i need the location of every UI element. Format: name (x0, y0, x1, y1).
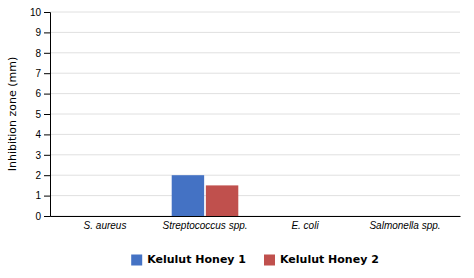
grid-line (50, 195, 460, 196)
y-tick-label: 0 (35, 211, 41, 222)
grid (50, 12, 460, 216)
y-tick-mark (44, 53, 50, 54)
y-tick: 6 (35, 88, 50, 99)
legend-label: Kelulut Honey 2 (280, 253, 379, 266)
x-tick: E. coli (291, 220, 319, 231)
x-tick-label: Salmonella spp. (369, 220, 440, 231)
y-tick: 7 (35, 68, 50, 79)
y-tick: 5 (35, 109, 50, 120)
y-axis: 0 1 2 3 4 5 6 7 8 9 10 (30, 7, 51, 222)
y-tick-mark (44, 94, 50, 95)
legend-swatch (264, 255, 275, 266)
bar-series (206, 185, 238, 216)
y-tick-mark (44, 134, 50, 135)
bar (272, 216, 304, 217)
x-tick-label: E. coli (291, 220, 319, 231)
legend-swatch (131, 255, 142, 266)
x-tick-label: Streptococcus spp. (162, 220, 247, 231)
y-tick-label: 4 (35, 129, 41, 140)
y-tick-label: 6 (35, 88, 41, 99)
y-tick: 0 (35, 211, 50, 222)
legend-label: Kelulut Honey 1 (147, 253, 246, 266)
grid-line (50, 114, 460, 115)
x-axis-line (51, 216, 461, 217)
bar (206, 185, 238, 216)
y-tick-mark (44, 114, 50, 115)
y-tick: 1 (35, 190, 50, 201)
y-tick: 3 (35, 150, 50, 161)
y-tick-mark (44, 175, 50, 176)
x-axis: S. aureus Streptococcus spp. E. coli Salmon… (51, 217, 461, 232)
y-axis-title: Inhibition zone (mm) (6, 57, 19, 172)
y-tick-mark (44, 12, 50, 13)
y-tick-mark (44, 216, 50, 217)
y-tick-label: 3 (35, 150, 41, 161)
y-tick: 4 (35, 129, 50, 140)
legend-item: Kelulut Honey 2 (264, 253, 379, 266)
y-tick-mark (44, 73, 50, 74)
y-tick-mark (44, 196, 50, 197)
y-tick-label: 10 (30, 7, 42, 18)
y-tick-label: 2 (35, 170, 41, 181)
bar (372, 216, 404, 217)
bar (306, 216, 338, 217)
grid-line (50, 175, 460, 176)
grid-line (50, 93, 460, 94)
y-tick-label: 9 (35, 27, 41, 38)
bar (106, 216, 138, 217)
y-tick-label: 7 (35, 68, 41, 79)
bar (172, 175, 204, 216)
x-tick: S. aureus (84, 220, 127, 231)
y-tick-label: 5 (35, 109, 41, 120)
grid-line (50, 216, 460, 217)
bar (72, 216, 104, 217)
y-tick-label: 1 (35, 190, 41, 201)
grid-line (50, 134, 460, 135)
bar-series (172, 175, 204, 216)
chart: 0 1 2 3 4 5 6 7 8 9 10 S. aureus Streptococcus spp. E… (0, 0, 474, 278)
grid-line (50, 154, 460, 155)
y-tick: 9 (35, 27, 50, 38)
grid-line (50, 73, 460, 74)
y-tick-label: 8 (35, 48, 41, 59)
bar (406, 216, 438, 217)
bars (172, 175, 239, 216)
y-tick: 2 (35, 170, 50, 181)
grid-line (50, 52, 460, 53)
legend-item: Kelulut Honey 1 (131, 253, 246, 266)
grid-line (50, 12, 460, 13)
y-axis-line (44, 13, 51, 217)
x-tick: Salmonella spp. (369, 220, 440, 231)
legend: Kelulut Honey 1 Kelulut Honey 2 (131, 253, 379, 266)
y-tick: 10 (30, 7, 50, 18)
y-tick-mark (44, 32, 50, 33)
y-tick-mark (44, 155, 50, 156)
x-tick-label: S. aureus (84, 220, 127, 231)
y-tick: 8 (35, 48, 50, 59)
x-tick: Streptococcus spp. (162, 220, 247, 231)
grid-line (50, 32, 460, 33)
plot: 0 1 2 3 4 5 6 7 8 9 10 S. aureus Streptococcus spp. E… (30, 7, 461, 231)
